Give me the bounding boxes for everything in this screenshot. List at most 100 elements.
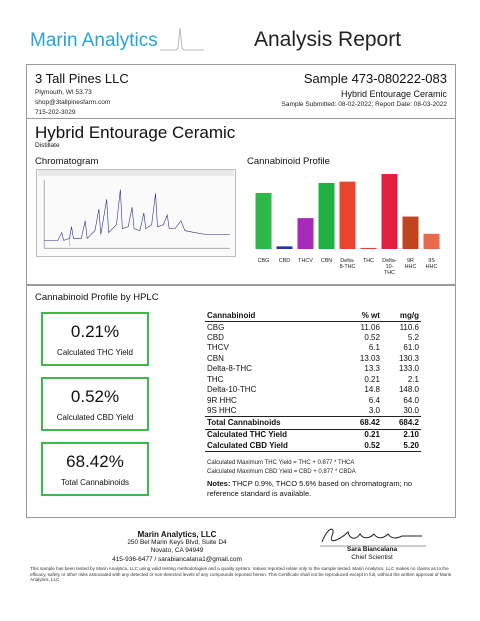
mg-per-g: 2.10 xyxy=(403,430,419,440)
table-row: CBD 0.52 5.2 xyxy=(205,332,421,343)
lab-address: 250 Bel Marin Keys Blvd, Suite D4 xyxy=(127,539,227,546)
col-wt: % wt xyxy=(342,310,382,322)
bar-cbd xyxy=(276,246,293,249)
pct-wt: 0.52 xyxy=(342,440,382,452)
pct-wt: 0.21 xyxy=(364,430,380,440)
client-sample-panel: 3 Tall Pines LLC Plymouth, WI 53.73 shop… xyxy=(26,64,456,128)
pct-wt: 0.21 xyxy=(364,374,380,384)
profile-label: Cannabinoid Profile xyxy=(247,156,330,167)
table-row: CBG 11.06 110.6 xyxy=(205,322,421,333)
peak-logo-icon xyxy=(160,27,204,51)
cannabinoid-profile-chart: CBG11.06CBD0.52THCV6.1CBN13.03Delta-8-TH… xyxy=(255,174,440,291)
lab-panel: Marin Analytics, LLC 250 Bel Marin Keys … xyxy=(26,518,456,564)
pct-wt: 6.4 xyxy=(368,395,380,405)
product-name: Hybrid Entourage Ceramic xyxy=(35,123,236,142)
mg-per-g: 133.0 xyxy=(398,364,419,374)
lab-name: Marin Analytics, LLC xyxy=(137,530,217,539)
sample-description: Hybrid Entourage Ceramic xyxy=(340,89,447,99)
table-row: CBN 13.03 130.3 xyxy=(205,353,421,364)
pct-wt: 14.8 xyxy=(364,385,380,395)
report-title: Analysis Report xyxy=(254,28,402,51)
product-panel: Hybrid Entourage Ceramic Distillate Chro… xyxy=(26,118,456,291)
calc-cbd-formula: Calculated Maximum CBD Yield = CBD + 0.8… xyxy=(207,469,356,475)
lab-city: Novato, CA 94949 xyxy=(150,547,204,554)
cannabinoid-name: Delta-8-THC xyxy=(207,364,252,374)
pct-wt: 13.03 xyxy=(359,353,380,363)
sample-dates: Sample Submitted: 08-02-2022; Report Dat… xyxy=(281,101,448,108)
disclaimer: This sample has been tested by Marin Ana… xyxy=(30,566,452,582)
cannabinoid-name: THC xyxy=(207,374,224,384)
lab-contact: 415-936-6477 / sarabiancalana1@gmail.com xyxy=(112,556,242,563)
mg-per-g: 5.2 xyxy=(407,332,419,342)
cbd-yield-box: 0.52% Calculated CBD Yield xyxy=(41,377,149,431)
bar-thc xyxy=(360,247,377,249)
table-row: 9R HHC 6.4 64.0 xyxy=(205,395,421,406)
brand-name: Marin Analytics xyxy=(30,30,158,51)
pct-wt: 3.0 xyxy=(368,406,380,415)
total-cannabinoids-label: Total Cannabinoids xyxy=(60,478,130,487)
mg-per-g: 61.0 xyxy=(403,343,419,353)
mg-per-g: 2.1 xyxy=(407,374,419,384)
table-row: 9S HHC 3.0 30.0 xyxy=(205,406,421,417)
table-row: THCV 6.1 61.0 xyxy=(205,343,421,354)
total-cannabinoids-value: 68.42% xyxy=(66,452,124,471)
hplc-panel: Cannabinoid Profile by HPLC 0.21% Calcul… xyxy=(26,285,456,518)
total-cannabinoids-box: 68.42% Total Cannabinoids xyxy=(41,442,149,496)
mg-per-g: 684.2 xyxy=(381,415,421,430)
pct-wt: 68.42 xyxy=(342,415,382,430)
cannabinoid-name: CBD xyxy=(207,332,224,342)
col-cannabinoid: Cannabinoid xyxy=(205,310,343,322)
chromatogram-image xyxy=(36,169,236,257)
yield-row: Calculated CBD Yield 0.52 5.20 xyxy=(205,440,421,452)
sample-id: Sample 473-080222-083 xyxy=(303,71,447,86)
col-mgg: mg/g xyxy=(381,310,421,322)
category-label: THCV xyxy=(298,258,313,264)
cannabinoid-name: Calculated THC Yield xyxy=(207,430,288,440)
report-header: Marin Analytics Analysis Report xyxy=(0,0,480,62)
chromatogram-label: Chromatogram xyxy=(35,156,99,167)
table-row: Delta-10-THC 14.8 148.0 xyxy=(205,385,421,396)
cannabinoid-name: 9R HHC xyxy=(207,395,237,405)
bar-cbg xyxy=(255,192,272,249)
bar-delta-10-thc xyxy=(381,174,398,249)
cannabinoid-name: Calculated CBD Yield xyxy=(205,440,343,452)
pct-wt: 6.1 xyxy=(368,343,380,353)
bar-cbn xyxy=(318,182,335,249)
thc-yield-label: Calculated THC Yield xyxy=(57,348,133,357)
total-row: Total Cannabinoids 68.42 684.2 xyxy=(205,415,421,430)
category-label: 9S HHC xyxy=(426,258,438,270)
product-category: Distillate xyxy=(35,142,60,149)
cbd-yield-label: Calculated CBD Yield xyxy=(56,413,134,422)
table-header-row: Cannabinoid % wt mg/g xyxy=(205,310,421,322)
mg-per-g: 148.0 xyxy=(398,385,419,395)
client-phone: 715-202-3029 xyxy=(35,109,76,116)
thc-yield-value: 0.21% xyxy=(70,322,120,341)
cannabinoid-table: Cannabinoid % wt mg/g CBG 11.06 110.6 CBD 0.… xyxy=(205,310,421,452)
client-location: Plymouth, WI 53.73 xyxy=(35,89,92,96)
mg-per-g: 30.0 xyxy=(403,406,419,415)
signer-title: Chief Scientist xyxy=(351,554,393,561)
calc-thc-formula: Calculated Maximum THC Yield = THC + 0.8… xyxy=(207,460,355,466)
cannabinoid-name: Delta-10-THC xyxy=(207,385,257,395)
bar-9s-hhc xyxy=(423,233,440,249)
hplc-title: Cannabinoid Profile by HPLC xyxy=(35,292,159,303)
bar-delta-8-thc xyxy=(339,181,356,249)
category-label: Delta-8-THC xyxy=(340,258,356,270)
notes-label: Notes: xyxy=(207,479,231,488)
cannabinoid-name: CBN xyxy=(207,353,224,363)
category-label: THC xyxy=(363,258,374,264)
mg-per-g: 130.3 xyxy=(398,353,419,363)
table-row: THC 0.21 2.1 xyxy=(205,374,421,385)
category-label: CBD xyxy=(279,258,290,264)
thc-yield-box: 0.21% Calculated THC Yield xyxy=(41,312,149,366)
cannabinoid-name: 9S HHC xyxy=(207,406,237,415)
client-email[interactable]: shop@3tallpinesfarm.com xyxy=(35,99,111,106)
notes: Notes: THCP 0.9%, THCO 5.6% based on chr… xyxy=(207,479,419,499)
bar-thcv xyxy=(297,218,314,249)
mg-per-g: 110.6 xyxy=(399,322,419,332)
notes-text: THCP 0.9%, THCO 5.6% based on chromatogr… xyxy=(207,479,413,498)
category-label: 9R HHC xyxy=(405,258,417,270)
category-label: CBN xyxy=(321,258,332,264)
cannabinoid-name: THCV xyxy=(207,343,229,353)
cbd-yield-value: 0.52% xyxy=(70,387,120,406)
